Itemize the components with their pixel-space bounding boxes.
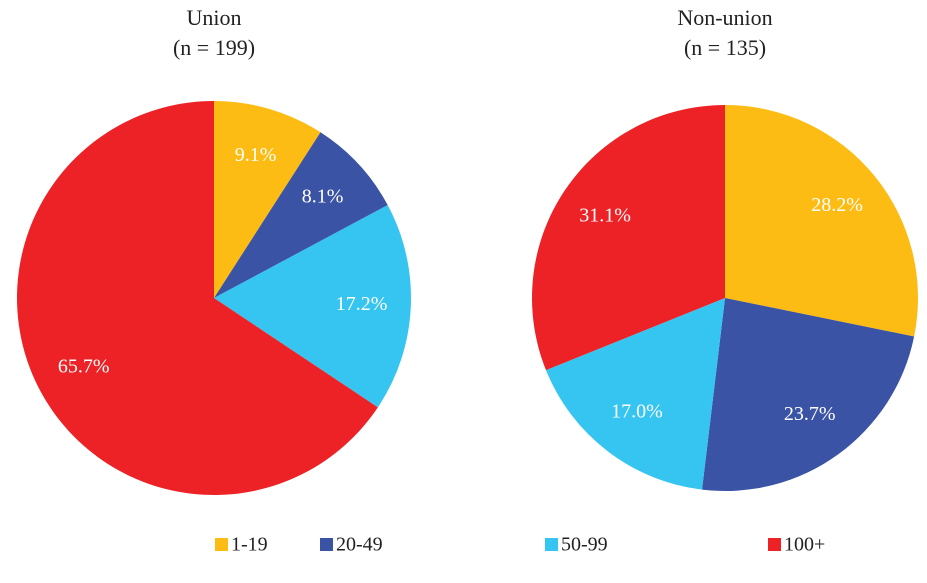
pie-slice	[532, 105, 725, 371]
legend-swatch	[545, 538, 558, 551]
pie-slice	[214, 205, 411, 408]
legend-label: 1-19	[231, 534, 268, 556]
legend-label: 50-99	[561, 534, 608, 556]
legend-label: 100+	[784, 534, 825, 556]
chart-subtitle: (n = 199)	[173, 35, 255, 60]
pie-slice	[214, 132, 388, 298]
value-label: 17.0%	[611, 401, 663, 423]
chart-subtitle: (n = 135)	[684, 35, 766, 60]
value-label: 23.7%	[784, 403, 836, 425]
chart-title: Non-union	[677, 5, 772, 30]
value-label: 65.7%	[58, 355, 110, 377]
legend-label: 20-49	[336, 534, 383, 556]
value-label: 9.1%	[235, 144, 277, 166]
pie-slice	[214, 101, 321, 298]
pie-slice	[725, 105, 918, 337]
pie-slice	[702, 298, 915, 491]
value-label: 28.2%	[811, 194, 863, 216]
pie-slice	[546, 298, 725, 490]
pie-slice	[16, 101, 378, 495]
legend-swatch	[215, 538, 228, 551]
legend-swatch	[768, 538, 781, 551]
legend-swatch	[320, 538, 333, 551]
chart-title: Union	[187, 5, 242, 30]
value-label: 8.1%	[302, 185, 344, 207]
value-label: 17.2%	[336, 293, 388, 315]
value-label: 31.1%	[579, 205, 631, 227]
